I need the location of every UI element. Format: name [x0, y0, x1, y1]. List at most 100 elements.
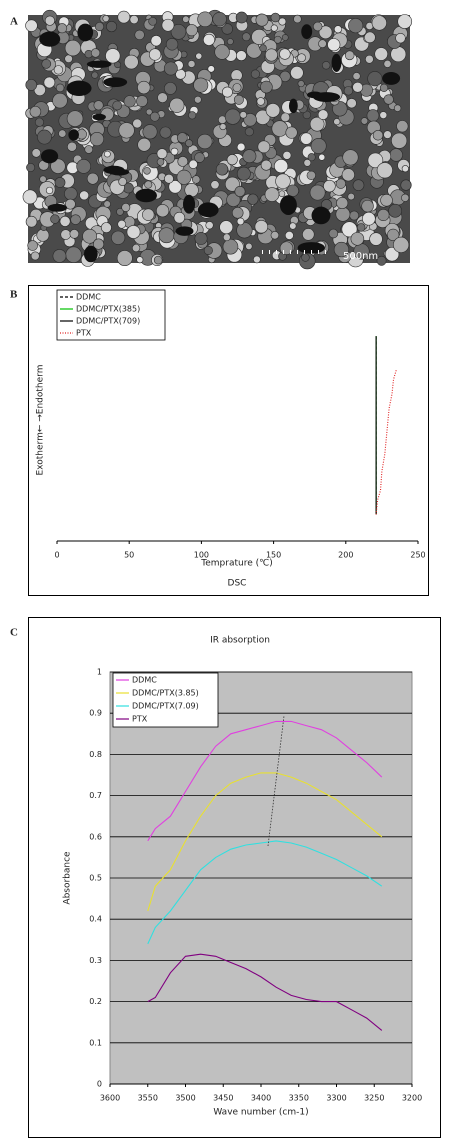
sem-grain	[318, 39, 327, 49]
sem-grain	[350, 232, 365, 246]
sem-grain	[164, 82, 177, 95]
sem-grain	[323, 179, 336, 193]
x-tick-label: 100	[194, 551, 209, 560]
x-tick-label: 50	[124, 551, 134, 560]
sem-grain	[212, 11, 227, 27]
sem-grain	[309, 116, 325, 132]
sem-grain	[26, 163, 36, 172]
sem-grain	[106, 21, 118, 33]
sem-grain	[333, 241, 350, 258]
sem-grain	[188, 111, 197, 120]
sem-grain	[253, 255, 261, 264]
sem-grain	[278, 17, 287, 26]
y-tick-label: 0.7	[89, 791, 102, 800]
sem-grain	[321, 61, 331, 70]
y-tick-label: 0.4	[89, 915, 102, 924]
sem-grain	[156, 158, 165, 166]
sem-grain	[367, 71, 383, 87]
sem-grain	[221, 23, 233, 35]
sem-grain	[235, 50, 247, 62]
sem-grain	[275, 173, 291, 189]
sem-grain	[164, 173, 174, 184]
legend-label: DDMC/PTX(3.85)	[132, 689, 199, 698]
sem-pore	[382, 71, 401, 85]
sem-grain	[132, 118, 143, 129]
sem-grain	[121, 203, 131, 212]
sem-grain	[265, 48, 278, 62]
sem-grain	[364, 31, 376, 44]
sem-grain	[247, 193, 259, 205]
sem-grain	[290, 66, 304, 80]
sem-grain	[383, 94, 394, 105]
sem-grain	[397, 14, 413, 29]
sem-grain	[45, 186, 54, 195]
sem-grain	[66, 110, 84, 127]
sem-grain	[34, 117, 44, 127]
sem-grain	[64, 39, 82, 57]
sem-grain	[352, 72, 361, 81]
series-line	[147, 953, 383, 1031]
sem-grain	[116, 208, 124, 216]
legend-label: DDMC/PTX(385)	[76, 305, 140, 314]
sem-grain	[126, 225, 141, 239]
sem-grain	[25, 19, 38, 32]
sem-grain	[307, 153, 316, 162]
legend-box	[56, 289, 166, 341]
sem-grain	[142, 208, 155, 221]
sem-grain	[64, 198, 76, 210]
sem-grain	[341, 168, 355, 182]
sem-grain	[58, 129, 67, 138]
sem-grain	[239, 111, 247, 119]
sem-grain	[177, 156, 189, 167]
sem-grain	[387, 228, 400, 242]
sem-grain	[342, 149, 359, 166]
sem-grain	[156, 148, 168, 159]
sem-grain	[93, 100, 104, 111]
sem-pore	[68, 129, 79, 141]
sem-grain	[284, 230, 294, 240]
sem-grain	[395, 32, 406, 44]
sem-grain	[333, 25, 342, 34]
y-tick-label: 0.8	[89, 750, 102, 759]
sem-grain	[207, 65, 215, 73]
sem-grain	[293, 14, 302, 24]
sem-grain	[50, 158, 66, 174]
sem-pore	[279, 195, 297, 215]
sem-grain	[273, 158, 289, 174]
sem-grain	[341, 221, 358, 238]
sem-grain	[310, 137, 327, 154]
sem-grain	[52, 92, 68, 109]
x-tick-label: 3550	[138, 1094, 158, 1103]
sem-grain	[383, 130, 392, 139]
sem-grain	[285, 126, 298, 139]
sem-grain	[328, 228, 339, 239]
sem-grain	[286, 184, 299, 197]
sem-grain	[159, 126, 172, 139]
sem-grain	[105, 48, 121, 64]
sem-grain	[384, 247, 400, 262]
sem-grain	[327, 38, 341, 52]
sem-grain	[347, 192, 355, 201]
series-line	[376, 370, 404, 515]
sem-grain	[297, 80, 305, 88]
sem-grain	[301, 253, 310, 262]
x-tick-label: 3350	[289, 1094, 309, 1103]
sem-grain	[344, 50, 355, 61]
sem-grain	[184, 183, 199, 198]
sem-grain	[116, 250, 133, 267]
sem-grain	[226, 38, 234, 46]
sem-grain	[300, 132, 313, 145]
sem-grain	[117, 219, 127, 229]
sem-grain	[84, 145, 94, 154]
sem-grain	[243, 113, 257, 127]
sem-grain	[104, 150, 111, 158]
sem-grain	[53, 65, 64, 75]
x-tick-label: 3450	[213, 1094, 233, 1103]
x-tick-label: 250	[410, 551, 425, 560]
sem-grain	[132, 243, 141, 253]
sem-grain	[163, 61, 178, 76]
sem-grain	[124, 54, 139, 70]
caption: DSC	[228, 579, 247, 589]
sem-grain	[401, 165, 409, 173]
sem-grain	[50, 214, 60, 224]
